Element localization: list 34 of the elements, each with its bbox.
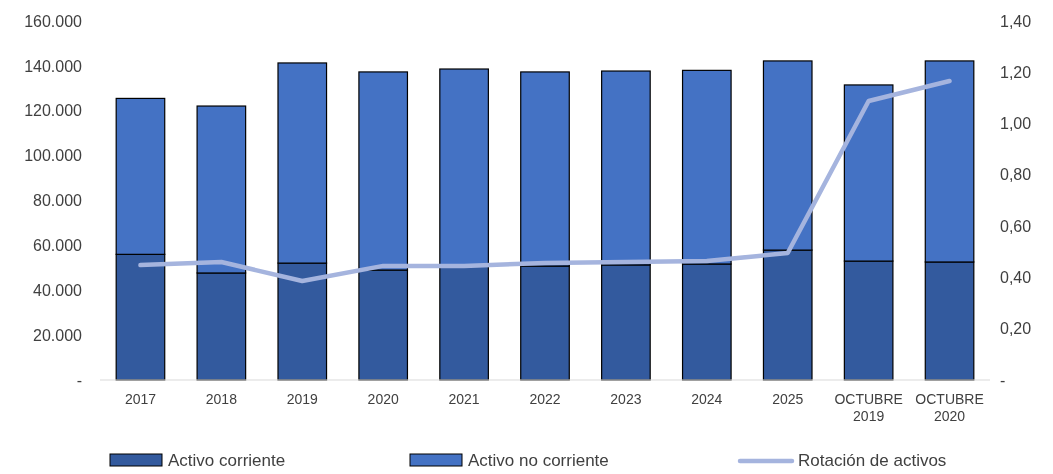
x-tick-label: 2025: [772, 390, 804, 407]
y-tick-label: 40.000: [33, 281, 83, 299]
y2-tick-label: 0,40: [1000, 269, 1032, 287]
y2-tick-label: 1,00: [1000, 115, 1032, 133]
y2-tick-label: 0,20: [1000, 320, 1032, 338]
x-tick-label: 2019: [286, 390, 319, 407]
y-tick-label: 20.000: [33, 326, 83, 344]
y-tick-label: 60.000: [33, 236, 83, 254]
x-tick-label: 2022: [529, 390, 561, 407]
y-tick-label: 140.000: [24, 57, 83, 75]
y-tick-label: 100.000: [24, 147, 83, 165]
y-tick-label: 160.000: [24, 12, 83, 30]
y-tick-label: 120.000: [24, 102, 83, 120]
y2-tick-label: 1,20: [1000, 63, 1032, 81]
x-tick-label: 2017: [124, 390, 157, 407]
x-tick-label: 2023: [610, 390, 642, 407]
bar: [439, 264, 489, 381]
y-tick-label: -: [76, 371, 82, 389]
x-tick-label: OCTUBRE 2020: [915, 390, 984, 425]
x-tick-label: 2020: [367, 390, 399, 407]
y2-tick-label: 0,60: [1000, 217, 1032, 235]
legend-label: Activo no corriente: [468, 451, 609, 470]
x-tick-label: 2021: [448, 390, 480, 407]
y2-tick-label: -: [1000, 371, 1006, 389]
legend-label: Rotación de activos: [798, 451, 947, 470]
legend-label: Activo corriente: [168, 451, 286, 470]
y-tick-label: 80.000: [33, 192, 83, 210]
x-tick-label: 2018: [205, 390, 238, 407]
y2-tick-label: 1,40: [1000, 12, 1032, 30]
line-series: [138, 78, 952, 284]
bar: [439, 68, 489, 267]
x-tick-label: OCTUBRE 2019: [834, 390, 903, 425]
x-tick-label: 2024: [691, 390, 723, 407]
y2-tick-label: 0,80: [1000, 166, 1032, 184]
